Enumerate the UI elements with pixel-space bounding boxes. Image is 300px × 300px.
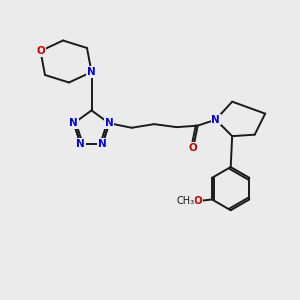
Text: N: N: [211, 115, 220, 125]
Text: CH₃: CH₃: [177, 196, 195, 206]
Text: O: O: [36, 46, 45, 56]
Text: N: N: [98, 139, 107, 149]
Text: N: N: [76, 139, 85, 149]
Text: N: N: [69, 118, 78, 128]
Text: O: O: [189, 143, 198, 153]
Text: O: O: [194, 196, 202, 206]
Text: N: N: [87, 67, 96, 77]
Text: N: N: [105, 118, 114, 128]
